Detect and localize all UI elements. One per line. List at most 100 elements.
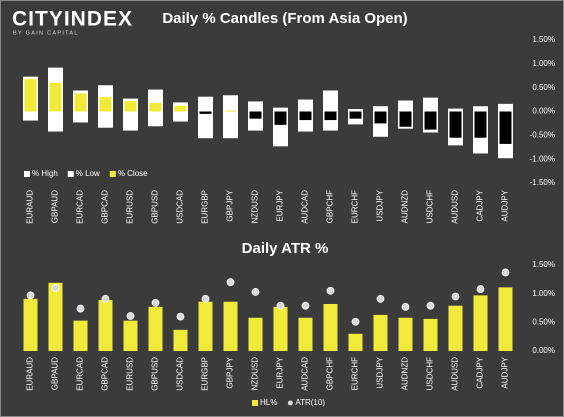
x-tick-label: EURCHF	[351, 357, 360, 390]
x-tick-label: AUDJPY	[501, 189, 510, 221]
legend-swatch	[252, 400, 258, 406]
bar	[123, 320, 138, 351]
y-tick-label: 0.00%	[532, 346, 555, 355]
chart-title: Daily % Candles (From Asia Open)	[162, 10, 407, 27]
legend-label: ATR(10)	[295, 398, 325, 407]
x-tick-label: USDCHF	[426, 190, 435, 223]
bar	[323, 303, 338, 351]
bar	[198, 301, 213, 351]
bar	[248, 317, 263, 351]
bar	[348, 333, 363, 351]
close-bar	[324, 111, 337, 121]
x-tick-label: USDCAD	[176, 190, 185, 224]
bar	[298, 317, 313, 351]
close-bar	[74, 93, 87, 112]
bar	[273, 306, 288, 351]
bar	[98, 299, 113, 351]
x-tick-label: GBPJPY	[226, 356, 235, 388]
bar	[173, 329, 188, 351]
y-tick-label: 1.50%	[532, 35, 555, 44]
x-tick-label: NZDUSD	[251, 357, 260, 391]
x-tick-label: EURGBP	[201, 190, 210, 224]
high-low-box	[198, 96, 213, 139]
dot	[51, 284, 60, 292]
close-bar	[374, 111, 387, 124]
chart-title: Daily ATR %	[242, 240, 329, 257]
x-tick-label: GBPCAD	[101, 357, 110, 391]
y-tick-label: 0.50%	[532, 317, 555, 326]
dot	[201, 294, 210, 303]
y-tick-label: 1.50%	[532, 260, 555, 269]
x-tick-label: GBPJPY	[226, 189, 235, 221]
dot	[251, 288, 260, 296]
x-tick-label: CADJPY	[476, 189, 485, 221]
x-tick-label: AUDUSD	[451, 190, 460, 224]
x-tick-label: GBPAUD	[51, 357, 60, 390]
dot	[476, 285, 485, 293]
close-bar	[274, 111, 287, 125]
x-tick-label: AUDCAD	[301, 190, 310, 224]
dot	[101, 294, 110, 303]
dot	[151, 298, 160, 307]
x-tick-label: USDCAD	[176, 357, 185, 391]
x-tick-label: EURJPY	[276, 356, 285, 388]
dot	[451, 292, 460, 301]
close-bar	[499, 111, 512, 144]
x-tick-label: EURCHF	[351, 190, 360, 223]
x-tick-label: EURCAD	[76, 190, 85, 224]
x-tick-label: EURAUD	[26, 190, 35, 224]
legend-label: % Close	[118, 169, 148, 178]
logo-tagline: BY GAIN CAPITAL	[13, 30, 79, 36]
legend-swatch	[24, 171, 30, 177]
bar	[498, 287, 513, 351]
x-tick-label: GBPAUD	[51, 190, 60, 223]
y-tick-label: 0.50%	[532, 83, 555, 92]
x-tick-label: EURJPY	[276, 189, 285, 221]
close-bar	[399, 111, 412, 127]
dot	[501, 268, 510, 277]
y-tick-label: 1.00%	[532, 59, 555, 68]
bar	[48, 282, 63, 351]
x-tick-label: EURAUD	[26, 357, 35, 391]
legend-swatch	[287, 400, 293, 406]
x-tick-label: EURUSD	[126, 357, 135, 391]
high-low-box	[323, 90, 338, 131]
dot	[126, 312, 135, 320]
legend-label: % Low	[76, 169, 100, 178]
close-bar	[449, 111, 462, 138]
close-bar	[224, 110, 237, 112]
dot	[426, 301, 435, 310]
bar	[423, 318, 438, 351]
bar	[148, 306, 163, 351]
bar	[73, 320, 88, 351]
close-bar	[474, 111, 487, 138]
close-bar	[124, 101, 137, 112]
x-tick-label: AUDJPY	[501, 356, 510, 388]
bar	[473, 295, 488, 351]
x-tick-label: GBPUSD	[151, 190, 160, 224]
close-bar	[174, 105, 187, 112]
legend-swatch	[67, 171, 74, 177]
bar	[398, 317, 413, 351]
logo: CITYINDEX	[12, 8, 133, 31]
bar	[373, 314, 388, 351]
dot	[226, 278, 235, 287]
high-low-box	[173, 102, 188, 122]
x-tick-label: AUDUSD	[451, 357, 460, 391]
close-bar	[49, 82, 62, 112]
dot	[326, 286, 335, 295]
x-tick-label: EURCAD	[76, 357, 85, 391]
x-tick-label: GBPCHF	[326, 190, 335, 223]
y-tick-label: -1.50%	[530, 178, 555, 187]
bar	[223, 301, 238, 351]
dot	[276, 301, 285, 310]
x-tick-label: USDJPY	[376, 189, 385, 221]
bar	[23, 298, 38, 351]
x-tick-label: EURGBP	[201, 357, 210, 391]
close-bar	[99, 97, 112, 112]
x-tick-label: GBPCAD	[101, 190, 110, 224]
y-tick-label: -0.50%	[530, 130, 555, 139]
x-tick-label: USDCHF	[426, 357, 435, 390]
x-tick-label: GBPUSD	[151, 357, 160, 391]
